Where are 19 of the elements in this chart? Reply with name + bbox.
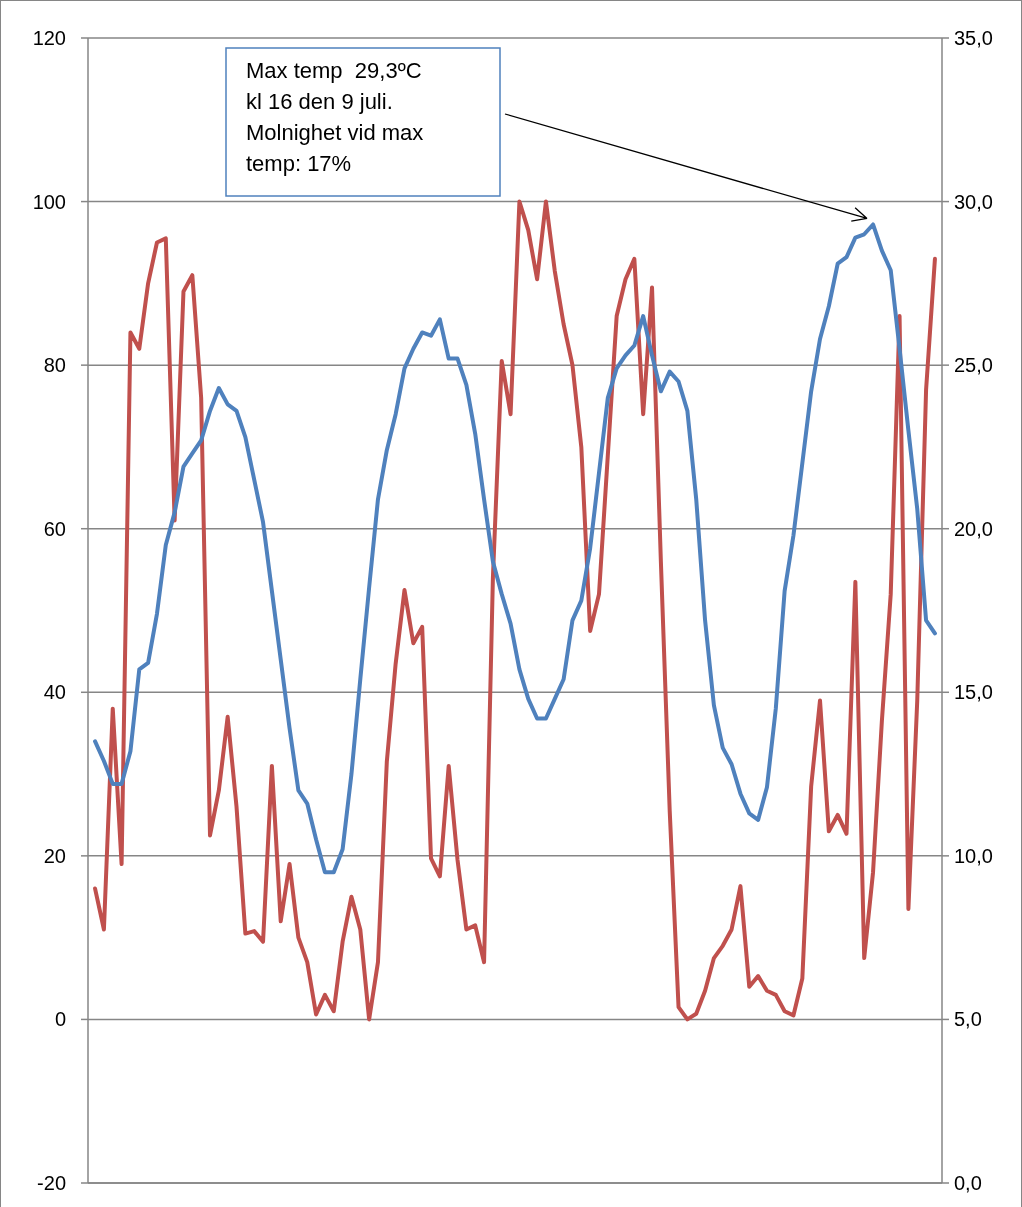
y-tick-label: 60	[43, 517, 66, 540]
y-tick-label: 40	[43, 681, 66, 704]
y2-tick-label: 10,0	[954, 844, 993, 867]
y2-tick-label: 30,0	[954, 190, 993, 213]
y2-tick-label: 15,0	[954, 681, 993, 704]
y-tick-label: 120	[32, 27, 66, 49]
y-tick-label: 80	[43, 354, 66, 377]
y2-tick-label: 20,0	[954, 517, 993, 540]
y2-tick-label: 25,0	[954, 354, 993, 377]
y2-tick-label: 0,0	[954, 1172, 982, 1194]
y-tick-label: 20	[43, 844, 66, 867]
y-tick-label: 0	[54, 1008, 66, 1031]
line-series	[93, 222, 937, 875]
line-series	[93, 199, 937, 1022]
annotation: Max temp 29,3ºC kl 16 den 9 juli. Molnighet vid max temp: 17%	[246, 58, 424, 176]
y2-tick-label: 5,0	[954, 1008, 982, 1031]
y2-tick-label: 35,0	[954, 27, 993, 49]
y-tick-label: -20	[37, 1172, 66, 1194]
y-tick-label: 100	[32, 190, 66, 213]
